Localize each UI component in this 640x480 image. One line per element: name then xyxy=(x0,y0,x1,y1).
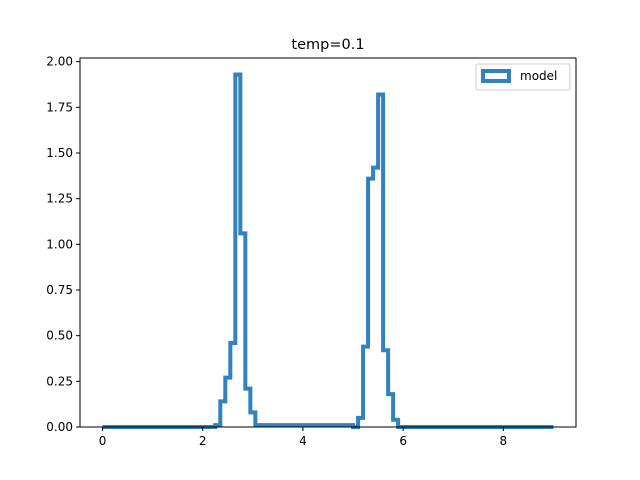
x-tick-label-3: 6 xyxy=(399,434,407,448)
series-layer xyxy=(102,72,554,429)
y-tick-label-7: 1.75 xyxy=(46,100,73,114)
y-axis: 0.00 0.25 0.50 0.75 1.00 1.25 1.50 1.75 2.00 xyxy=(46,55,80,434)
y-tick-label-5: 1.25 xyxy=(46,192,73,206)
legend: model xyxy=(475,63,571,91)
x-tick-label-0: 0 xyxy=(99,434,107,448)
y-tick-label-3: 0.75 xyxy=(46,283,73,297)
y-tick-label-4: 1.00 xyxy=(46,237,73,251)
x-tick-label-2: 4 xyxy=(299,434,307,448)
y-tick-label-1: 0.25 xyxy=(46,374,73,388)
plot-frame xyxy=(79,57,577,428)
x-tick-label-1: 2 xyxy=(199,434,207,448)
y-tick-label-6: 1.50 xyxy=(46,146,73,160)
chart-title: temp=0.1 xyxy=(291,37,364,53)
x-tick-label-4: 8 xyxy=(500,434,508,448)
series-line-model xyxy=(102,72,554,429)
y-tick-label-8: 2.00 xyxy=(46,55,73,69)
legend-swatch-model xyxy=(481,69,511,83)
y-tick-label-0: 0.00 xyxy=(46,420,73,434)
x-axis: 0 2 4 6 8 xyxy=(99,427,507,448)
y-tick-label-2: 0.50 xyxy=(46,329,73,343)
legend-label-model: model xyxy=(520,69,557,83)
